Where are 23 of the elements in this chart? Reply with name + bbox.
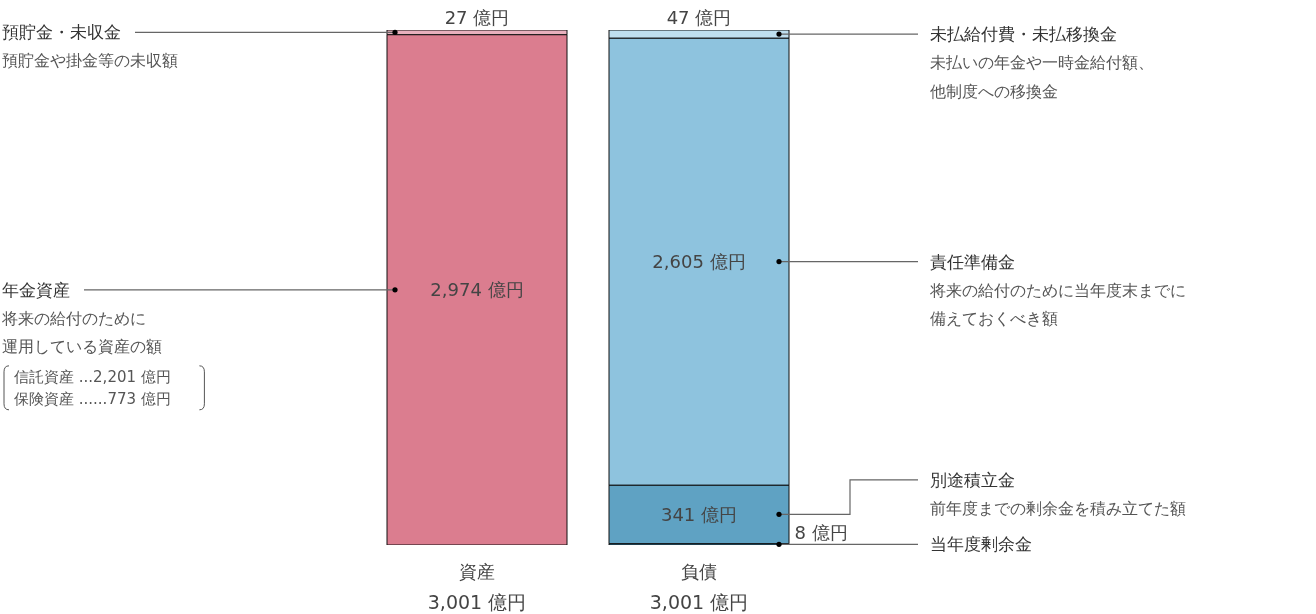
- text: 信託資産 ...2,201 億円: [14, 367, 171, 386]
- text: 年金資産: [2, 279, 70, 300]
- text: 責任準備金: [930, 251, 1015, 272]
- data-label: 8 億円: [794, 521, 848, 543]
- x-tick-label: 資産: [459, 560, 495, 582]
- text: 将来の給付のために当年度末までに備えておくべき額: [929, 280, 1186, 329]
- data-label: 2,605 億円: [652, 251, 746, 273]
- data-label: 27 億円: [444, 6, 510, 28]
- text: 保険資産 ......773 億円: [14, 389, 171, 408]
- text: 預貯金や掛金等の未収額: [2, 51, 178, 71]
- text: 未払いの年金や一時金給付額、他制度への移換金: [930, 53, 1154, 101]
- data-label: 47 億円: [666, 6, 732, 28]
- total-label: 3,001 億円: [649, 591, 749, 613]
- text: 前年度までの剰余金を積み立てた額: [930, 498, 1186, 518]
- total-label: 3,001 億円: [427, 591, 527, 613]
- text: 将来の給付のために運用している資産の額: [1, 308, 162, 357]
- text: 別途積立金: [930, 469, 1015, 490]
- text: 預貯金・未収金: [2, 22, 121, 43]
- text: 当年度剰余金: [930, 534, 1032, 555]
- data-label: 2,974 億円: [430, 279, 524, 301]
- data-label: 341 億円: [660, 503, 738, 525]
- x-tick-label: 負債: [681, 560, 717, 582]
- text: 未払給付費・未払移換金: [930, 24, 1117, 45]
